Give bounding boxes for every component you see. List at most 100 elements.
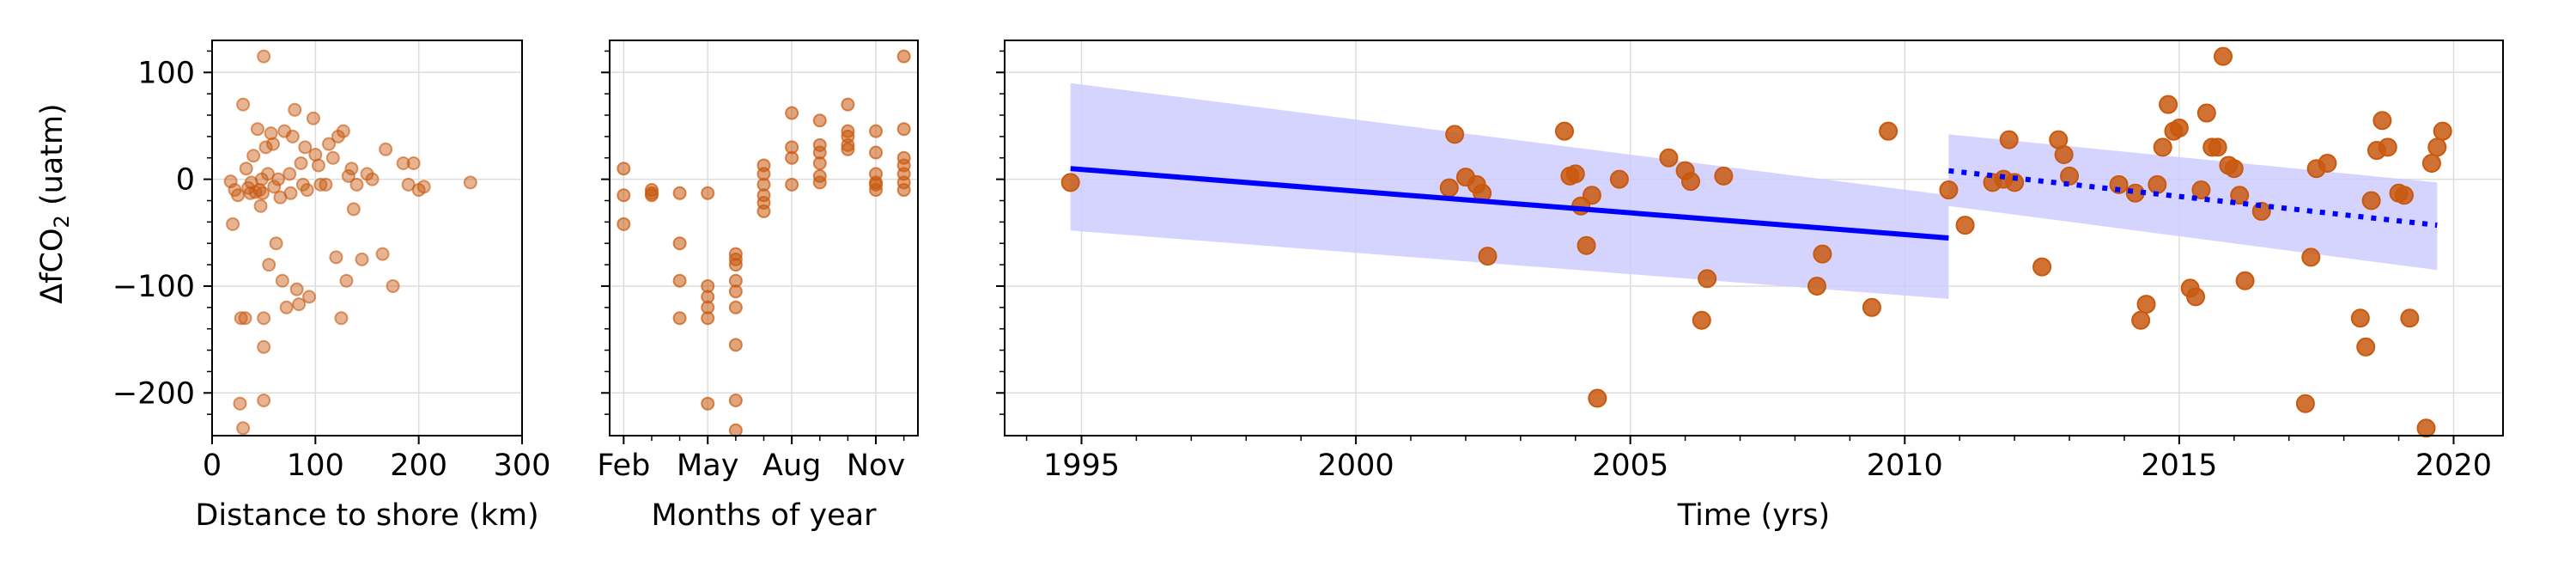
data-point	[701, 186, 715, 200]
data-point	[812, 137, 827, 152]
data-point	[1714, 166, 1734, 186]
data-point	[233, 396, 247, 411]
data-point	[306, 111, 320, 125]
data-point	[896, 150, 911, 165]
data-point	[250, 122, 264, 137]
data-point	[672, 186, 687, 200]
data-point	[1692, 310, 1711, 330]
data-point	[2005, 173, 2025, 192]
data-point	[2421, 153, 2441, 173]
data-point	[785, 177, 799, 192]
data-point	[2230, 186, 2250, 205]
data-point	[292, 297, 307, 312]
data-point	[346, 202, 361, 217]
data-point	[617, 162, 631, 176]
data-point	[2186, 287, 2206, 307]
data-point	[2235, 271, 2255, 290]
data-point	[285, 129, 300, 143]
data-point	[336, 124, 350, 138]
data-point	[283, 167, 297, 181]
data-point	[1999, 130, 2019, 150]
data-point	[355, 252, 369, 266]
data-point	[386, 278, 400, 293]
x-tick-label: Aug	[762, 449, 821, 483]
x-tick-label: 2000	[1318, 449, 1394, 483]
y-axis-label: ΔfCO2 (uatm)	[35, 103, 74, 303]
data-point	[812, 168, 827, 183]
data-point	[1565, 164, 1585, 184]
data-point	[644, 186, 659, 200]
data-point	[2356, 337, 2376, 357]
data-point	[2191, 180, 2211, 200]
data-point	[1439, 178, 1459, 198]
data-point	[416, 180, 431, 194]
data-point	[785, 140, 799, 155]
data-point	[1807, 276, 1827, 296]
data-point	[2131, 310, 2151, 330]
data-point	[311, 158, 325, 173]
data-point	[869, 177, 884, 192]
data-point	[226, 217, 240, 231]
data-point	[246, 149, 261, 163]
data-point	[672, 311, 687, 326]
data-point	[841, 97, 855, 112]
x-tick-label: 1995	[1043, 449, 1120, 483]
data-point	[728, 393, 743, 407]
data-point	[288, 102, 302, 117]
data-point	[279, 300, 294, 314]
data-point	[1862, 297, 1881, 317]
data-point	[1609, 169, 1629, 189]
x-tick-label: 0	[203, 449, 222, 483]
distance-to-shore-panel: 0 100 200 300 −200 −100 0 100 Distance to shore …	[112, 40, 551, 533]
y-axis-label-suffix: (uatm)	[35, 103, 70, 215]
x-axis-label: Months of year	[651, 498, 877, 533]
x-tick-label: 300	[494, 449, 551, 483]
data-point	[1582, 186, 1601, 205]
y-axis-label-subscript: 2	[50, 215, 74, 228]
data-point	[617, 188, 631, 203]
data-point	[341, 168, 355, 183]
data-point	[728, 300, 743, 314]
y-tick-label: 100	[137, 56, 195, 90]
x-axis-label: Time (yrs)	[1677, 498, 1830, 533]
data-point	[262, 258, 276, 272]
data-point	[2224, 159, 2244, 179]
data-point	[2153, 137, 2172, 157]
data-point	[294, 156, 308, 170]
data-point	[379, 142, 393, 156]
data-point	[231, 188, 246, 203]
data-point	[841, 124, 855, 138]
data-point	[2109, 174, 2129, 194]
data-point	[375, 247, 390, 261]
data-point	[265, 137, 280, 151]
data-point	[2318, 153, 2337, 173]
axes-frame	[1004, 40, 2504, 437]
data-point	[701, 311, 715, 326]
data-point	[1680, 172, 1700, 192]
months-of-year-panel: Feb May Aug Nov Months of year	[597, 40, 919, 533]
data-point	[896, 122, 911, 137]
data-point	[463, 175, 477, 190]
data-point	[1813, 244, 1832, 264]
data-point	[283, 186, 298, 200]
data-point	[321, 137, 336, 151]
x-tick-label: 2020	[2415, 449, 2492, 483]
data-point	[257, 339, 271, 354]
y-tick-label: −200	[112, 376, 195, 411]
data-point	[2054, 145, 2074, 165]
data-point	[238, 311, 252, 326]
data-point	[1659, 148, 1679, 168]
data-point	[812, 113, 827, 128]
data-point	[617, 217, 631, 231]
data-point	[785, 106, 799, 120]
x-tick-label: May	[677, 449, 738, 483]
data-point	[2350, 308, 2370, 328]
trend-line-solid	[1070, 166, 1949, 241]
data-point	[406, 156, 421, 170]
data-point	[1445, 125, 1465, 144]
x-tick-label: Nov	[847, 449, 905, 483]
data-point	[319, 177, 333, 192]
y-tick-label: −100	[112, 270, 195, 304]
y-axis-label-prefix: ΔfCO	[35, 228, 70, 303]
